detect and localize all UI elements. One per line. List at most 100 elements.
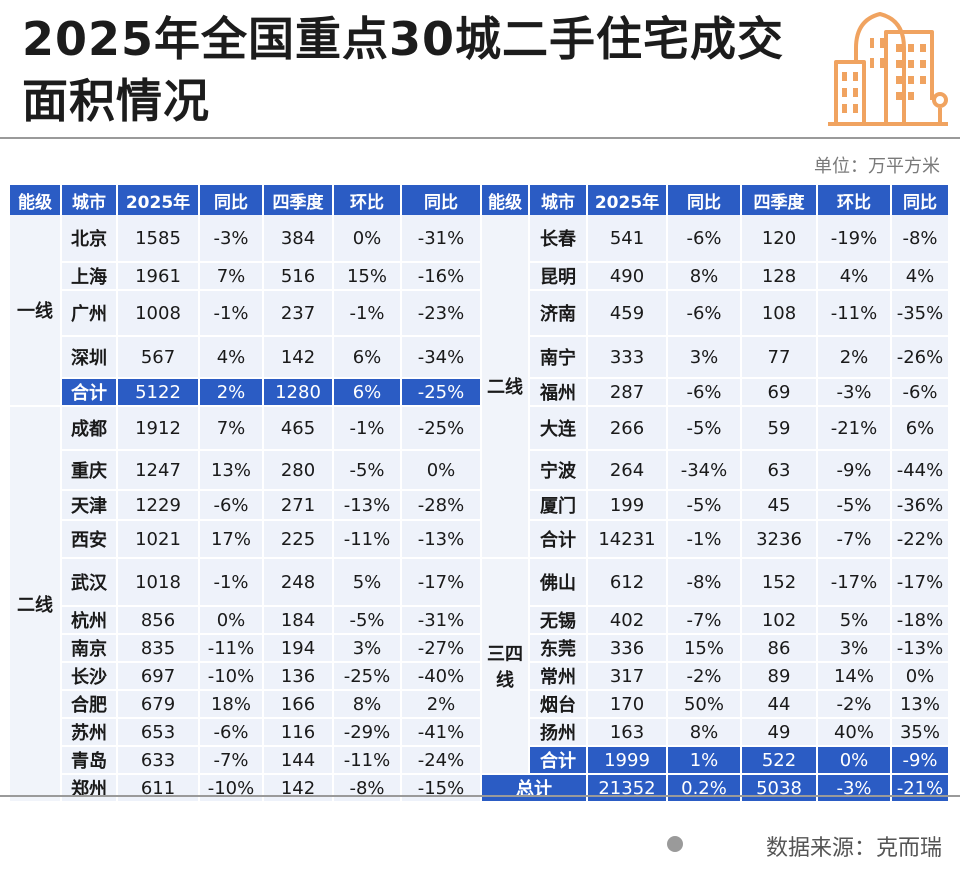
- value-cell: 184: [264, 607, 334, 635]
- value-cell: 163: [588, 719, 668, 747]
- city-cell: 东莞: [530, 635, 588, 663]
- table-row: 南京 835 -11% 194 3% -27% 东莞 336 15% 86 3% -13%: [10, 635, 950, 663]
- city-cell: 厦门: [530, 491, 588, 521]
- value-cell: 142: [264, 775, 334, 803]
- value-cell: 633: [118, 747, 200, 775]
- value-cell: -23%: [402, 291, 482, 337]
- value-cell: 333: [588, 337, 668, 379]
- value-cell: -31%: [402, 215, 482, 263]
- value-cell: 541: [588, 215, 668, 263]
- value-cell: 1008: [118, 291, 200, 337]
- total-value-cell: -7%: [818, 521, 892, 559]
- value-cell: -1%: [334, 407, 402, 451]
- total-value-cell: 5122: [118, 379, 200, 407]
- table-row: 武汉 1018 -1% 248 5% -17% 三四线 佛山 612 -8% 152 -17% -17%: [10, 559, 950, 775]
- value-cell: -15%: [402, 775, 482, 803]
- value-cell: 50%: [668, 691, 742, 719]
- value-cell: -35%: [892, 291, 950, 337]
- value-cell: 611: [118, 775, 200, 803]
- value-cell: -3%: [200, 215, 264, 263]
- header-cell: 能级: [10, 185, 62, 215]
- value-cell: 4%: [818, 263, 892, 291]
- city-cell: 广州: [62, 291, 118, 337]
- value-cell: 13%: [200, 451, 264, 491]
- header-cell: 城市: [62, 185, 118, 215]
- value-cell: -36%: [892, 491, 950, 521]
- total-value-cell: 6%: [334, 379, 402, 407]
- value-cell: 8%: [334, 691, 402, 719]
- value-cell: 3%: [334, 635, 402, 663]
- source-note: 数据来源：克而瑞: [765, 836, 942, 861]
- subtotal-label: 合计: [530, 747, 588, 775]
- total-value-cell: 522: [742, 747, 818, 775]
- value-cell: 13%: [892, 691, 950, 719]
- value-cell: 15%: [668, 635, 742, 663]
- value-cell: 152: [742, 559, 818, 607]
- table-row: 杭州 856 0% 184 -5% -31% 无锡 402 -7% 102 5% -18%: [10, 607, 950, 635]
- tier-label: 二线: [482, 215, 530, 559]
- value-cell: 136: [264, 663, 334, 691]
- bullet-dot: [667, 836, 683, 852]
- value-cell: 612: [588, 559, 668, 607]
- city-cell: 杭州: [62, 607, 118, 635]
- value-cell: -5%: [668, 407, 742, 451]
- city-cell: 深圳: [62, 337, 118, 379]
- header-cell: 环比: [334, 185, 402, 215]
- grand-total-label: 总计: [482, 775, 588, 803]
- header-cell: 同比: [200, 185, 264, 215]
- value-cell: -28%: [402, 491, 482, 521]
- value-cell: 679: [118, 691, 200, 719]
- value-cell: 128: [742, 263, 818, 291]
- bottom-divider: [0, 795, 960, 797]
- value-cell: 1021: [118, 521, 200, 559]
- value-cell: 1018: [118, 559, 200, 607]
- city-cell: 南京: [62, 635, 118, 663]
- value-cell: 0%: [334, 215, 402, 263]
- buildings-icon: [828, 12, 948, 126]
- value-cell: 116: [264, 719, 334, 747]
- unit-label: 单位：万平方米: [814, 156, 940, 177]
- value-cell: 1585: [118, 215, 200, 263]
- total-value-cell: 14231: [588, 521, 668, 559]
- value-cell: 40%: [818, 719, 892, 747]
- value-cell: -2%: [818, 691, 892, 719]
- value-cell: -5%: [334, 451, 402, 491]
- page-title: 2025年全国重点30城二手住宅成交面积情况: [22, 12, 785, 128]
- city-cell: 苏州: [62, 719, 118, 747]
- value-cell: -6%: [668, 291, 742, 337]
- value-cell: 59: [742, 407, 818, 451]
- tier-label: 二线: [10, 407, 62, 803]
- value-cell: -11%: [200, 635, 264, 663]
- value-cell: 49: [742, 719, 818, 747]
- table-row: 长沙 697 -10% 136 -25% -40% 常州 317 -2% 89 14% 0%: [10, 663, 950, 691]
- value-cell: -11%: [334, 521, 402, 559]
- value-cell: -25%: [402, 407, 482, 451]
- value-cell: -6%: [668, 215, 742, 263]
- city-cell: 天津: [62, 491, 118, 521]
- subtotal-label: 合计: [530, 521, 588, 559]
- value-cell: -44%: [892, 451, 950, 491]
- value-cell: -1%: [200, 559, 264, 607]
- value-cell: 6%: [334, 337, 402, 379]
- value-cell: -34%: [402, 337, 482, 379]
- table-row: 青岛 633 -7% 144 -11% -24% 合计 1999 1% 522 0% -9%: [10, 747, 950, 775]
- city-cell: 长沙: [62, 663, 118, 691]
- value-cell: 166: [264, 691, 334, 719]
- value-cell: 2%: [402, 691, 482, 719]
- total-value-cell: -9%: [892, 747, 950, 775]
- value-cell: -13%: [402, 521, 482, 559]
- value-cell: 14%: [818, 663, 892, 691]
- value-cell: 225: [264, 521, 334, 559]
- city-cell: 扬州: [530, 719, 588, 747]
- header-cell: 四季度: [264, 185, 334, 215]
- table-row: 苏州 653 -6% 116 -29% -41% 扬州 163 8% 49 40% 35%: [10, 719, 950, 747]
- value-cell: -1%: [334, 291, 402, 337]
- value-cell: -41%: [402, 719, 482, 747]
- value-cell: 8%: [668, 719, 742, 747]
- city-cell: 佛山: [530, 559, 588, 607]
- value-cell: -13%: [892, 635, 950, 663]
- city-cell: 长春: [530, 215, 588, 263]
- value-cell: -16%: [402, 263, 482, 291]
- table-row: 天津 1229 -6% 271 -13% -28% 厦门 199 -5% 45 -5% -36%: [10, 491, 950, 521]
- value-cell: -17%: [818, 559, 892, 607]
